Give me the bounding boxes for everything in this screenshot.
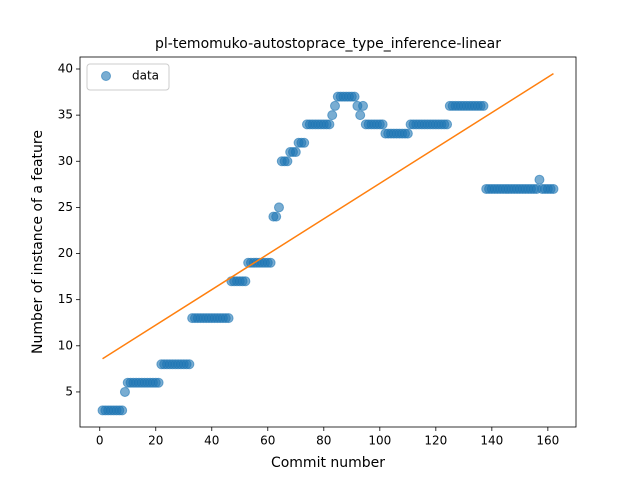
data-point: [402, 128, 413, 139]
data-point: [478, 100, 489, 111]
x-tick-label: 40: [204, 434, 219, 448]
data-point: [119, 386, 130, 397]
data-point: [330, 100, 341, 111]
x-tick-label: 80: [316, 434, 331, 448]
fit-line: [102, 72, 554, 360]
data-point: [327, 110, 338, 121]
x-tick-label: 100: [368, 434, 391, 448]
x-tick-label: 140: [480, 434, 503, 448]
data-point: [349, 91, 360, 102]
legend-label: data: [132, 69, 159, 83]
data-point: [377, 119, 388, 130]
x-tick-label: 160: [536, 434, 559, 448]
y-tick-label: 25: [58, 200, 73, 214]
data-point: [271, 211, 282, 222]
x-tick-label: 120: [424, 434, 447, 448]
data-point: [282, 156, 293, 167]
data-point: [358, 100, 369, 111]
y-tick-label: 40: [58, 61, 73, 75]
chart-title: pl-temomuko-autostoprace_type_inference-…: [155, 36, 501, 52]
data-point: [265, 257, 276, 268]
data-point: [355, 110, 366, 121]
x-tick-label: 20: [148, 434, 163, 448]
y-tick-label: 5: [65, 384, 73, 398]
data-point: [223, 313, 234, 324]
data-point: [324, 119, 335, 130]
data-point: [442, 119, 453, 130]
legend-box: [86, 63, 170, 91]
data-point: [240, 276, 251, 287]
x-axis-label: Commit number: [271, 455, 385, 471]
data-point: [184, 359, 195, 370]
data-point: [548, 183, 559, 194]
y-tick-label: 10: [58, 338, 73, 352]
x-tick-label: 60: [260, 434, 275, 448]
data-point: [290, 147, 301, 158]
legend-marker: [101, 71, 111, 81]
y-axis-label: Number of instance of a feature: [30, 130, 46, 354]
y-tick-label: 20: [58, 246, 73, 260]
data-point: [534, 174, 545, 185]
data-point: [273, 202, 284, 213]
y-tick-label: 35: [58, 108, 73, 122]
data-point: [153, 377, 164, 388]
plot-frame: [79, 56, 577, 428]
data-point: [299, 137, 310, 148]
y-tick-label: 15: [58, 292, 73, 306]
data-point: [117, 405, 128, 416]
y-tick-label: 30: [58, 154, 73, 168]
x-tick-label: 0: [96, 434, 104, 448]
